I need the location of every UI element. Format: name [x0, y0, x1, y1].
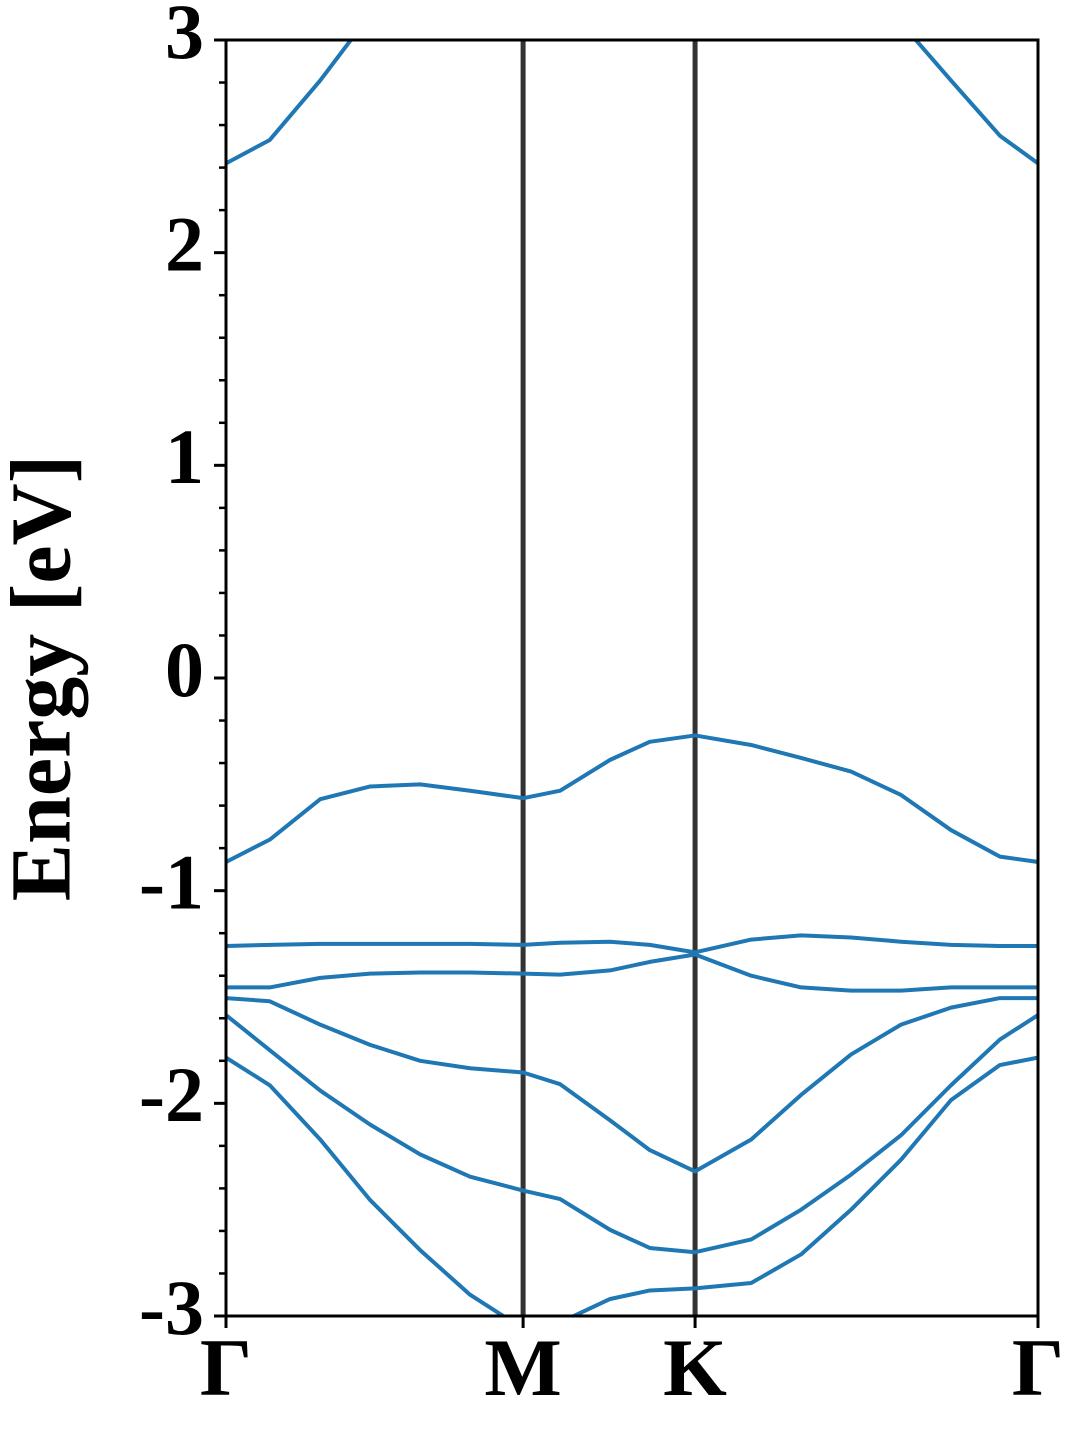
band-line: [226, 1055, 1038, 1316]
x-tick-label: M: [484, 1322, 561, 1413]
band-line: [226, 1013, 1038, 1255]
y-tick-label: -2: [139, 1051, 204, 1138]
y-tick-label: 2: [165, 201, 204, 288]
y-tick-label: -3: [139, 1264, 204, 1351]
band-line: [226, 40, 1038, 166]
band-line: [226, 933, 1038, 955]
band-line: [226, 996, 1038, 1174]
y-axis-label: Energy [eV]: [0, 455, 89, 902]
band-line: [226, 952, 1038, 993]
y-tick-label: 3: [165, 0, 204, 75]
y-tick-label: 0: [165, 626, 204, 713]
y-tick-label: -1: [139, 839, 204, 926]
x-tick-label: K: [663, 1322, 727, 1413]
plot-area: [226, 40, 1038, 1316]
x-tick-label: Γ: [200, 1322, 252, 1413]
x-tick-label: Γ: [1012, 1322, 1064, 1413]
band-line: [226, 733, 1038, 864]
y-tick-label: 1: [165, 413, 204, 500]
plot-frame: [224, 38, 1040, 1318]
